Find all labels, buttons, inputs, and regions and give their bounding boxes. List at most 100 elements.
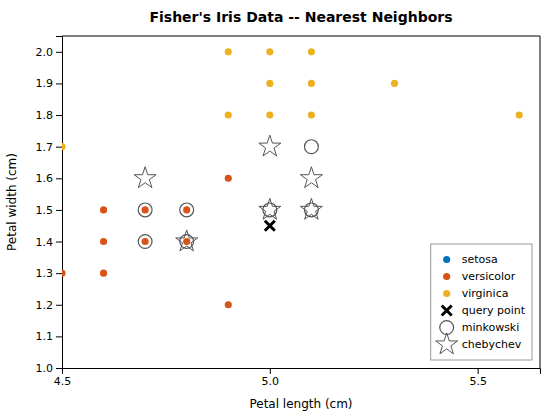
- point: [391, 80, 398, 87]
- y-axis-line: [56, 37, 63, 369]
- y-tick: 1.0: [36, 362, 63, 375]
- x-tick: 4.5: [54, 368, 72, 388]
- series: [62, 48, 523, 150]
- legend-symbol: [436, 333, 458, 354]
- point: [225, 301, 232, 308]
- y-tick: 1.2: [36, 299, 63, 312]
- frame-right: [540, 36, 541, 368]
- y-tick: 1.7: [36, 141, 63, 154]
- point: [304, 140, 318, 154]
- point: [183, 238, 190, 245]
- point: [62, 270, 66, 277]
- series: [62, 175, 232, 309]
- x-label: Petal length (cm): [249, 397, 352, 411]
- y-tick-label: 1.4: [36, 236, 54, 249]
- legend-label: query point: [462, 304, 526, 317]
- y-tick: 1.9: [36, 77, 63, 90]
- point: [225, 48, 232, 55]
- y-tick-mark: [56, 147, 62, 148]
- y-tick-mark: [56, 273, 62, 274]
- x-tick-label: 5.5: [469, 375, 487, 388]
- y-tick-mark: [56, 210, 62, 211]
- point: [180, 203, 194, 217]
- point: [266, 111, 273, 118]
- legend-symbol: [443, 256, 450, 263]
- y-tick-mark: [56, 305, 62, 306]
- point: [138, 235, 152, 249]
- legend-symbol: [443, 290, 450, 297]
- y-tick-label: 2.0: [36, 46, 54, 59]
- y-tick-label: 1.1: [36, 330, 54, 343]
- y-tick-label: 1.9: [36, 77, 54, 90]
- legend-entry: chebychev: [436, 333, 522, 354]
- y-label: Petal width (cm): [5, 153, 19, 251]
- point: [308, 48, 315, 55]
- x-tick-mark: [478, 368, 479, 374]
- y-tick-mark: [56, 52, 62, 53]
- y-tick-label: 1.5: [36, 204, 54, 217]
- legend-symbol: [442, 306, 452, 316]
- y-tick-mark: [56, 368, 62, 369]
- point: [62, 143, 66, 150]
- point: [100, 238, 107, 245]
- x-axis-line: [63, 369, 541, 375]
- point: [300, 198, 322, 219]
- point: [308, 80, 315, 87]
- y-tick-mark: [56, 336, 62, 337]
- legend-symbol: [443, 273, 450, 280]
- y-tick: 1.6: [36, 172, 63, 185]
- y-tick: 2.0: [36, 46, 63, 59]
- y-tick-label: 1.8: [36, 109, 54, 122]
- y-tick-mark: [56, 178, 62, 179]
- point: [259, 198, 281, 219]
- point: [225, 111, 232, 118]
- y-tick-mark: [56, 115, 62, 116]
- point: [300, 167, 322, 188]
- point: [138, 203, 152, 217]
- x-tick: 5.5: [469, 368, 487, 388]
- point: [176, 230, 198, 251]
- y-tick-label: 1.2: [36, 299, 54, 312]
- legend-entry: query point: [442, 304, 526, 317]
- legend-label: minkowski: [462, 321, 520, 334]
- frame-top: [62, 36, 540, 37]
- y-tick-label: 1.6: [36, 172, 54, 185]
- point: [516, 111, 523, 118]
- legend-label: chebychev: [462, 338, 522, 351]
- point: [134, 167, 156, 188]
- chart: 4.5 5.0 5.5 1.0 1.1 1.2 1.3 1.4 1.5 1.6 1.7 1.8 1.9 2…: [0, 0, 560, 420]
- x-axis: 4.5 5.0 5.5: [54, 368, 541, 388]
- legend: setosa versicolor virginica query point mink…: [431, 244, 532, 360]
- series: [265, 221, 275, 231]
- point: [100, 206, 107, 213]
- point: [225, 175, 232, 182]
- point: [183, 206, 190, 213]
- y-tick-mark: [56, 242, 62, 243]
- y-tick-label: 1.7: [36, 141, 54, 154]
- point: [308, 111, 315, 118]
- y-tick-mark: [56, 83, 62, 84]
- point: [266, 80, 273, 87]
- title: Fisher's Iris Data -- Nearest Neighbors: [149, 9, 452, 25]
- x-tick: 5.0: [262, 368, 280, 388]
- legend-label: setosa: [462, 253, 498, 266]
- point: [259, 135, 281, 156]
- x-tick-mark: [270, 368, 271, 374]
- legend-entry: virginica: [443, 287, 508, 300]
- legend-entry: setosa: [443, 253, 498, 266]
- series: [138, 140, 318, 249]
- point: [142, 238, 149, 245]
- y-axis: 1.0 1.1 1.2 1.3 1.4 1.5 1.6 1.7 1.8 1.9 2.0: [36, 37, 63, 376]
- y-tick: 1.4: [36, 236, 63, 249]
- legend-label: versicolor: [462, 270, 516, 283]
- y-tick-label: 1.0: [36, 362, 54, 375]
- legend-entry: minkowski: [440, 321, 520, 335]
- y-tick: 1.8: [36, 109, 63, 122]
- point: [266, 48, 273, 55]
- legend-box: [431, 244, 532, 360]
- point: [100, 270, 107, 277]
- point: [142, 206, 149, 213]
- y-tick: 1.1: [36, 330, 63, 343]
- y-tick-label: 1.3: [36, 267, 54, 280]
- series: [134, 135, 322, 251]
